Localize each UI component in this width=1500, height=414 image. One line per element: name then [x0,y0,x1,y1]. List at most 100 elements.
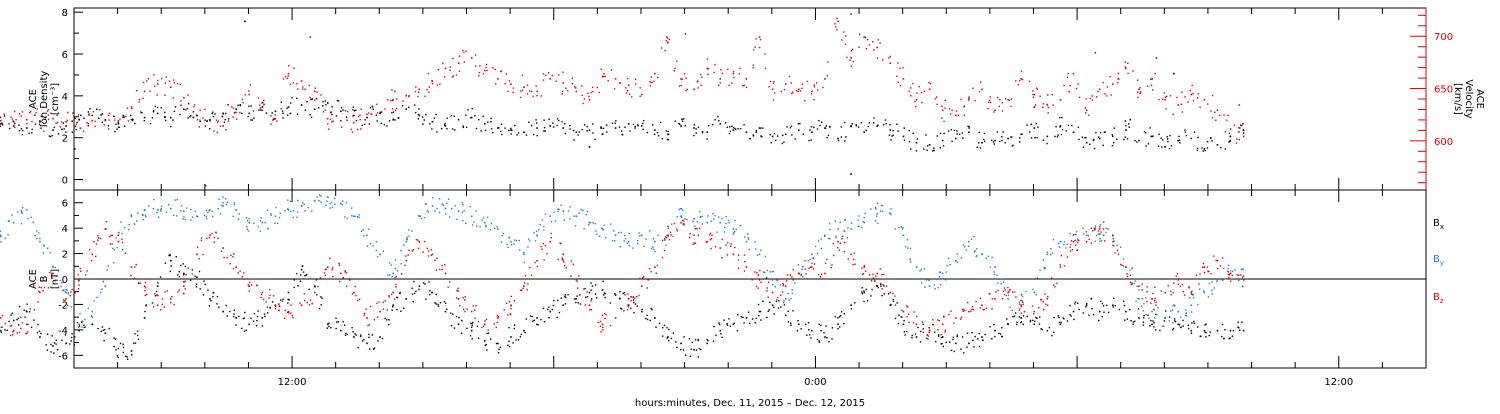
bx-series-point [1035,317,1036,318]
by-series-point [702,223,703,224]
by-series-point [131,214,132,215]
density-series-point [956,133,957,134]
by-series-point [523,254,525,256]
by-series-point [258,226,259,227]
density-series-point [999,141,1000,142]
bz-series-point [710,233,711,234]
density-series-point [287,115,288,116]
density-series-point [235,108,237,110]
density-series-point [325,100,326,101]
density-series-point [1179,142,1180,143]
by-series-point [290,201,291,202]
bx-series-point [615,294,617,296]
density-series-point [537,135,538,136]
bx-series-point [52,345,54,347]
bx-series-point [1019,316,1020,317]
bx-series-point [614,293,615,294]
bx-series-point [351,327,352,328]
bx-series-point [941,343,942,344]
by-series-point [923,268,924,269]
velocity-series-point [1090,98,1091,99]
velocity-series-point [863,36,865,38]
density-series-point [196,115,198,117]
by-series-point [30,217,31,218]
bz-series-point [22,322,23,323]
bx-series-point [762,301,763,302]
bx-series-point [196,286,197,287]
bx-series-point [641,311,643,313]
bx-series-point [734,323,735,324]
density-series-point [446,128,447,129]
velocity-series-point [590,92,591,93]
density-series-point [612,123,613,124]
bz-series-point [600,321,601,322]
bx-series-point [102,326,103,327]
density-series-point [88,113,89,114]
density-series-point [1057,135,1058,136]
bfield-tick-label: 4 [62,224,68,235]
velocity-series-point [796,90,797,91]
bx-series-point [756,318,757,319]
velocity-series-point [1184,96,1185,97]
bz-series-point [975,301,976,302]
bx-series-point [823,332,824,333]
density-series-point [425,114,426,115]
bz-series-point [387,309,388,310]
bx-series-point [920,331,921,332]
bz-series-point [650,271,651,272]
by-series-point [326,200,327,201]
by-series-point [1083,233,1084,234]
bz-series-point [86,270,87,271]
by-series-point [464,210,465,211]
velocity-series-point [138,101,139,102]
density-series-point [1169,148,1170,149]
by-series-point [204,215,205,216]
density-series-point [508,130,509,131]
density-series-point [633,124,634,125]
bx-series-point [450,313,451,314]
by-series-point [1033,292,1035,294]
by-series-point [996,275,997,276]
bx-series-point [373,348,374,349]
bx-series-point [105,332,107,334]
density-series-point [565,133,566,134]
bx-series-point [797,320,798,321]
velocity-series-point [974,100,975,101]
bz-series-point [536,260,538,262]
bz-series-point [312,303,313,304]
bz-series-point [447,286,448,287]
velocity-series-point [910,95,911,96]
bx-series-point [131,350,133,352]
density-series-point [446,118,447,119]
velocity-series-point [1137,80,1138,81]
bx-series-point [1190,330,1192,332]
by-series-point [907,239,908,240]
by-series-point [653,238,654,239]
density-series-point [161,107,162,108]
bz-series-point [12,331,13,332]
velocity-series-point [1204,99,1206,101]
bx-series-point [418,289,419,290]
velocity-series-point [859,34,860,35]
bz-series-point [667,226,668,227]
by-series-point [1193,294,1194,295]
by-series-point [587,211,588,212]
bz-series-point [768,297,769,298]
density-series-point [1204,148,1206,150]
velocity-series-point [960,99,961,100]
velocity-series-point [1214,112,1215,113]
bx-series-point [867,300,868,301]
bx-series-point [400,292,401,293]
density-series-point [130,115,131,116]
bz-series-point [1202,267,1203,268]
velocity-series-point [274,114,275,115]
bx-series-point [854,302,855,303]
bx-series-point [662,327,663,328]
density-series-point [569,128,570,129]
bz-series-point [695,228,696,229]
by-series-point [1141,306,1142,307]
density-series-point [573,139,574,140]
by-series-point [696,221,697,222]
velocity-series-point [276,120,277,121]
density-series-point [826,125,827,126]
